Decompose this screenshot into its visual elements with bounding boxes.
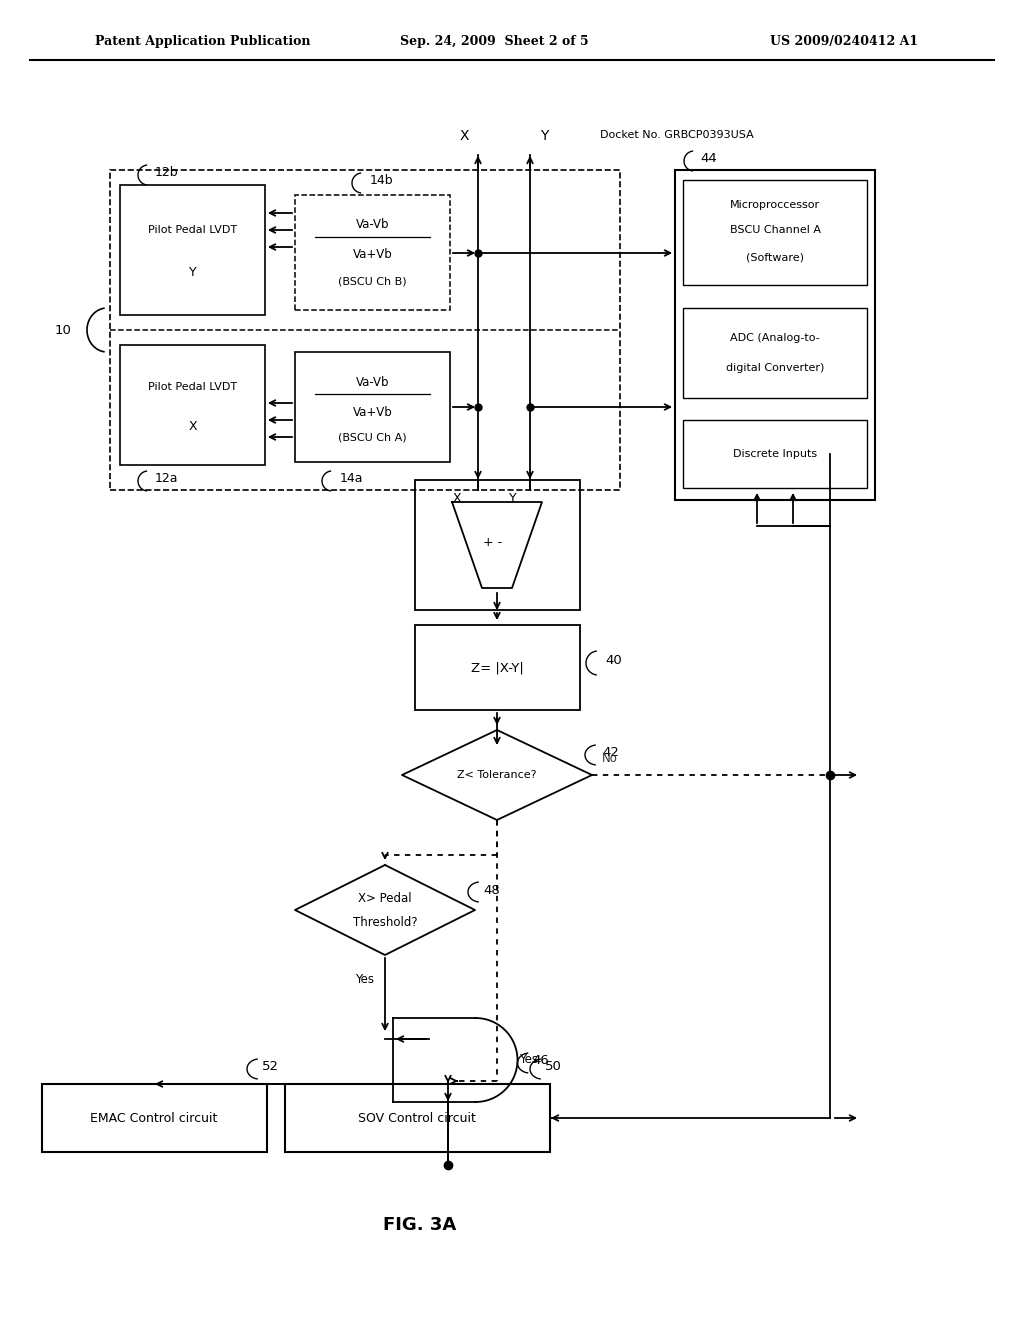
Text: (Software): (Software) xyxy=(746,252,804,261)
Text: Y: Y xyxy=(509,492,517,506)
Text: Va-Vb: Va-Vb xyxy=(355,219,389,231)
Bar xyxy=(683,420,867,488)
Text: 12b: 12b xyxy=(155,165,178,178)
Text: Va+Vb: Va+Vb xyxy=(352,405,392,418)
Text: Threshold?: Threshold? xyxy=(352,916,418,928)
Bar xyxy=(683,180,867,285)
Text: 12a: 12a xyxy=(155,471,178,484)
Text: SOV Control circuit: SOV Control circuit xyxy=(358,1111,476,1125)
Bar xyxy=(285,1084,550,1152)
Text: 14a: 14a xyxy=(340,471,364,484)
Text: Va+Vb: Va+Vb xyxy=(352,248,392,261)
Text: + -: + - xyxy=(483,536,503,549)
Bar xyxy=(675,170,874,500)
Bar xyxy=(295,195,450,310)
Text: 10: 10 xyxy=(55,323,72,337)
Text: Yes: Yes xyxy=(519,1053,538,1067)
Text: No: No xyxy=(602,752,617,766)
Text: Patent Application Publication: Patent Application Publication xyxy=(95,36,310,49)
Text: 44: 44 xyxy=(700,152,717,165)
Text: X: X xyxy=(188,421,197,433)
Bar xyxy=(415,480,580,610)
Text: BSCU Channel A: BSCU Channel A xyxy=(729,224,820,235)
Bar xyxy=(120,345,265,465)
Bar xyxy=(683,308,867,399)
Text: Y: Y xyxy=(188,267,197,280)
Text: 40: 40 xyxy=(605,653,622,667)
Text: ADC (Analog-to-: ADC (Analog-to- xyxy=(730,333,820,343)
Bar xyxy=(415,624,580,710)
Text: Microproccessor: Microproccessor xyxy=(730,201,820,210)
Text: digital Converter): digital Converter) xyxy=(726,363,824,374)
Bar xyxy=(110,170,620,490)
Text: Y: Y xyxy=(540,129,548,143)
Text: Pilot Pedal LVDT: Pilot Pedal LVDT xyxy=(147,224,238,235)
Text: (BSCU Ch A): (BSCU Ch A) xyxy=(338,432,407,442)
Text: Va-Vb: Va-Vb xyxy=(355,375,389,388)
Text: 46: 46 xyxy=(532,1053,549,1067)
Text: Z= |X-Y|: Z= |X-Y| xyxy=(471,661,523,675)
Text: Discrete Inputs: Discrete Inputs xyxy=(733,449,817,459)
Text: 50: 50 xyxy=(545,1060,562,1072)
Text: X: X xyxy=(453,492,462,506)
Text: 52: 52 xyxy=(262,1060,279,1072)
Bar xyxy=(42,1084,267,1152)
Text: EMAC Control circuit: EMAC Control circuit xyxy=(90,1111,218,1125)
Text: X: X xyxy=(459,129,469,143)
Text: Yes: Yes xyxy=(355,973,375,986)
Bar xyxy=(295,352,450,462)
Text: X> Pedal: X> Pedal xyxy=(358,891,412,904)
Text: 42: 42 xyxy=(602,747,618,759)
Bar xyxy=(120,185,265,315)
Text: 14b: 14b xyxy=(370,173,393,186)
Text: Sep. 24, 2009  Sheet 2 of 5: Sep. 24, 2009 Sheet 2 of 5 xyxy=(400,36,589,49)
Text: Docket No. GRBCP0393USA: Docket No. GRBCP0393USA xyxy=(600,129,754,140)
Text: 48: 48 xyxy=(483,883,500,896)
Text: (BSCU Ch B): (BSCU Ch B) xyxy=(338,277,407,286)
Text: Z< Tolerance?: Z< Tolerance? xyxy=(458,770,537,780)
Text: Pilot Pedal LVDT: Pilot Pedal LVDT xyxy=(147,381,238,392)
Text: US 2009/0240412 A1: US 2009/0240412 A1 xyxy=(770,36,919,49)
Text: FIG. 3A: FIG. 3A xyxy=(383,1216,457,1234)
